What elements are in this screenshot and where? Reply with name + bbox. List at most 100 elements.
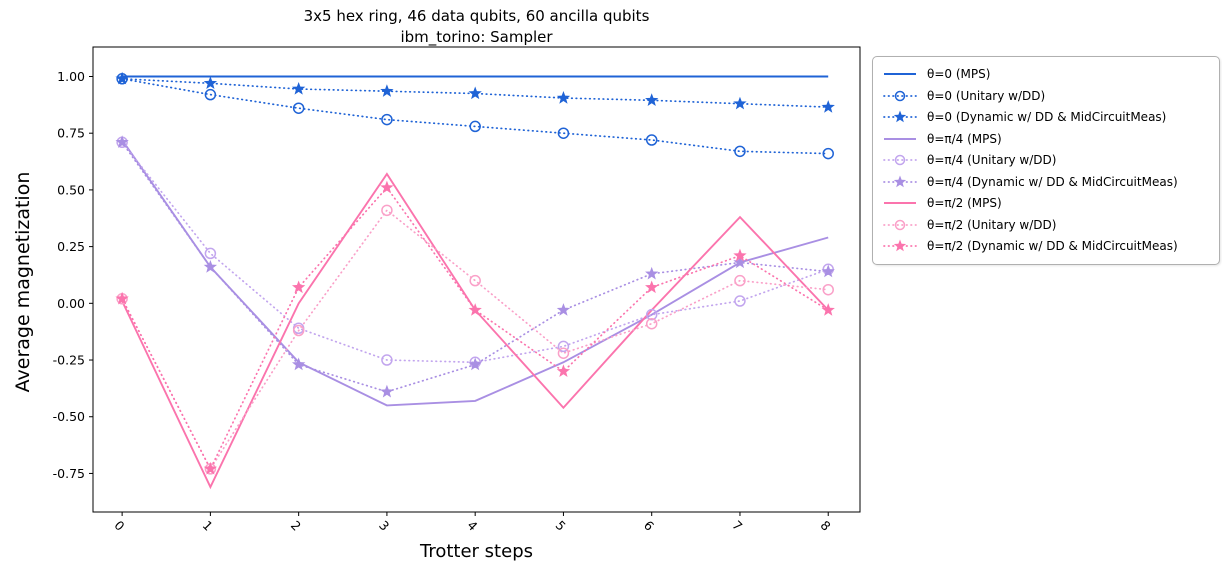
x-axis-label: Trotter steps — [420, 541, 533, 562]
series-7-circle-marker — [292, 324, 305, 337]
legend-label-2: θ=0 (Dynamic w/ DD & MidCircuitMeas) — [927, 110, 1167, 125]
x-tick-label: 2 — [288, 518, 304, 534]
axes-frame — [92, 46, 861, 513]
legend-item-3: θ=π/4 (MPS) — [882, 129, 1210, 150]
legend-star-sample — [883, 239, 917, 252]
legend-item-1: θ=0 (Unitary w/DD) — [882, 86, 1210, 107]
x-tick-label: 6 — [641, 518, 657, 534]
x-tick-label: 3 — [376, 518, 392, 534]
y-tick-label: 0.75 — [57, 126, 85, 141]
series-line-8 — [121, 186, 830, 471]
legend-label-3: θ=π/4 (MPS) — [927, 131, 1002, 146]
series-7-circle-marker — [381, 204, 393, 217]
legend-line-sample — [884, 202, 916, 205]
series-5-star-marker — [468, 357, 482, 371]
series-2-star-marker — [821, 100, 835, 113]
legend-star-sample — [883, 175, 917, 188]
series-2-star-marker — [556, 91, 571, 104]
series-5-star-marker — [203, 260, 218, 273]
legend-circle-sample — [883, 90, 917, 101]
chart-title: 3x5 hex ring, 46 data qubits, 60 ancilla… — [303, 7, 650, 25]
x-tick-label: 0 — [111, 518, 127, 534]
series-line-1 — [121, 77, 830, 155]
series-8-star-marker — [556, 364, 571, 378]
series-4-circle-marker — [645, 308, 658, 321]
y-tick-label: -0.75 — [53, 466, 85, 481]
series-8-star-marker — [380, 180, 394, 194]
legend-label-7: θ=π/2 (Unitary w/DD) — [927, 217, 1057, 232]
series-5-star-marker — [380, 384, 394, 398]
series-1-circle-marker — [292, 102, 305, 114]
legend-line-sample — [884, 137, 916, 140]
series-2-star-marker — [115, 71, 129, 85]
series-2-star-marker — [203, 76, 218, 89]
legend-circle-sample — [883, 155, 917, 166]
legend-item-0: θ=0 (MPS) — [882, 64, 1210, 85]
series-8-star-marker — [821, 303, 835, 316]
series-1-circle-marker — [469, 120, 481, 133]
series-8-star-marker — [733, 248, 747, 262]
series-5-star-marker — [645, 266, 659, 280]
x-tick-label: 5 — [553, 518, 569, 534]
legend-circle-sample — [883, 219, 917, 230]
legend-label-0: θ=0 (MPS) — [927, 67, 991, 82]
series-5-star-marker — [556, 303, 571, 316]
series-2-star-marker — [468, 86, 482, 100]
series-5-star-marker — [821, 264, 835, 278]
series-8-star-marker — [115, 291, 129, 305]
series-8-star-marker — [203, 461, 218, 475]
y-tick-label: -0.25 — [53, 353, 85, 368]
series-1-circle-marker — [381, 113, 393, 126]
legend-item-4: θ=π/4 (Unitary w/DD) — [882, 150, 1210, 171]
series-8-star-marker — [645, 280, 659, 294]
legend-label-4: θ=π/4 (Unitary w/DD) — [927, 153, 1057, 168]
series-2-star-marker — [291, 81, 306, 95]
legend-item-2: θ=0 (Dynamic w/ DD & MidCircuitMeas) — [882, 107, 1210, 128]
series-7-circle-marker — [822, 283, 834, 296]
series-line-3 — [121, 139, 829, 407]
series-7-circle-marker — [645, 317, 658, 330]
legend-label-6: θ=π/2 (MPS) — [927, 196, 1002, 211]
series-8-star-marker — [291, 280, 306, 294]
series-4-circle-marker — [557, 340, 570, 353]
legend: θ=0 (MPS) θ=0 (Unitary w/DD) θ=0 (Dynamic … — [872, 56, 1220, 265]
y-axis-label: Average magnetization — [12, 171, 34, 393]
series-1-circle-marker — [645, 134, 658, 146]
series-2-star-marker — [733, 96, 747, 110]
series-5-star-marker — [291, 357, 306, 371]
series-4-circle-marker — [381, 354, 393, 366]
legend-item-6: θ=π/2 (MPS) — [882, 193, 1210, 214]
series-line-2 — [121, 77, 830, 108]
x-tick-label: 7 — [729, 518, 745, 534]
series-7-circle-marker — [557, 347, 570, 359]
legend-item-5: θ=π/4 (Dynamic w/ DD & MidCircuitMeas) — [882, 172, 1210, 193]
legend-item-8: θ=π/2 (Dynamic w/ DD & MidCircuitMeas) — [882, 236, 1210, 257]
legend-label-8: θ=π/2 (Dynamic w/ DD & MidCircuitMeas) — [927, 239, 1178, 254]
legend-item-7: θ=π/2 (Unitary w/DD) — [882, 215, 1210, 236]
series-5-star-marker — [115, 135, 129, 148]
series-line-4 — [121, 141, 830, 364]
series-2-star-marker — [645, 93, 659, 106]
legend-label-5: θ=π/4 (Dynamic w/ DD & MidCircuitMeas) — [927, 174, 1178, 189]
legend-star-sample — [883, 110, 917, 123]
series-7-circle-marker — [734, 274, 746, 287]
x-tick-label: 8 — [817, 518, 833, 534]
series-2-star-marker — [380, 84, 394, 97]
series-line-7 — [121, 209, 830, 471]
x-tick-label: 1 — [200, 518, 216, 534]
series-line-5 — [121, 141, 830, 393]
series-1-circle-marker — [204, 88, 217, 101]
series-7-circle-marker — [469, 274, 481, 287]
series-4-circle-marker — [734, 295, 746, 307]
y-tick-label: 1.00 — [57, 69, 85, 84]
series-4-circle-marker — [204, 247, 217, 260]
x-tick-label: 4 — [464, 518, 480, 534]
series-5-star-marker — [733, 255, 747, 269]
y-tick-label: -0.50 — [53, 409, 85, 424]
y-tick-label: 0.00 — [57, 296, 85, 311]
y-tick-label: 0.50 — [57, 182, 85, 197]
chart-subtitle: ibm_torino: Sampler — [400, 28, 553, 46]
series-1-circle-marker — [822, 147, 834, 160]
